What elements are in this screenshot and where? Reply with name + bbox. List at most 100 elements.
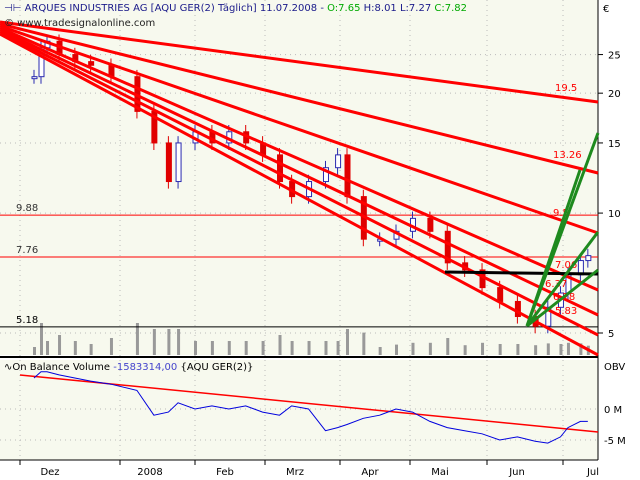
x-tick-label: Apr: [361, 467, 379, 478]
candle-body: [322, 167, 329, 183]
volume-bar: [346, 329, 349, 355]
volume-bar: [227, 341, 231, 355]
candle-body: [585, 255, 592, 262]
trendline-label: 19.5: [555, 83, 577, 94]
price-panel: [0, 0, 598, 355]
volume-bar: [109, 338, 113, 355]
trendline-label: 9.5: [553, 208, 569, 219]
y-tick-label: 10: [608, 209, 621, 220]
level-label: 5.18: [16, 315, 38, 326]
obv-line: [33, 371, 588, 444]
volume-bar: [33, 347, 36, 355]
obv-tick-label: 0 M: [604, 405, 622, 416]
currency-label: €: [603, 4, 610, 15]
trendline-label: 7.06: [555, 260, 577, 271]
fan-line: [526, 268, 599, 328]
x-tick-label: Feb: [216, 467, 234, 478]
volume-bar: [566, 342, 570, 355]
volume-bar: [73, 341, 77, 355]
obv-tick-label: -5 M: [604, 436, 626, 447]
volume-bar: [135, 323, 139, 355]
volume-bar: [411, 342, 415, 355]
x-tick-label: Jun: [508, 467, 525, 478]
trendline: [0, 20, 599, 104]
volume-bar: [559, 344, 563, 355]
candle-body: [88, 61, 95, 66]
volume-bar: [546, 343, 550, 355]
volume-bar: [516, 344, 520, 355]
trendline: [0, 26, 599, 292]
volume-bar: [167, 329, 171, 355]
x-tick-label: Jul: [586, 467, 599, 478]
close-value: C:7.82: [434, 3, 468, 14]
candle-body: [497, 287, 504, 302]
candle-body: [175, 142, 182, 183]
volume-bar: [194, 341, 197, 355]
volume-bar: [395, 344, 398, 355]
candle-body: [444, 230, 451, 264]
volume-bar: [261, 341, 265, 355]
chart-title: ⊣⊢ ARQUES INDUSTRIES AG [AQU GER(2) Tägl…: [4, 3, 468, 14]
trendline-label: 6.37: [545, 279, 567, 290]
horizontal-trendline: [444, 270, 599, 276]
volume-bar: [428, 342, 432, 355]
obv-panel: [0, 360, 598, 460]
obv-title: ∿On Balance Volume -1583314,00 {AQU GER(…: [4, 362, 254, 373]
volume-bar: [579, 343, 583, 355]
obv-axis-label: OBV: [604, 362, 626, 373]
volume-bar: [324, 341, 328, 355]
volume-bar: [152, 329, 156, 355]
volume-bar: [463, 345, 467, 355]
volume-bar: [244, 341, 248, 355]
level-label: 7.76: [16, 245, 38, 256]
trendline: [0, 28, 599, 317]
volume-bar: [89, 344, 93, 355]
watermark: © www.tradesignalonline.com: [4, 18, 156, 29]
volume-bar: [362, 332, 366, 355]
x-tick-label: Dez: [40, 467, 59, 478]
open-value: O:7.65: [327, 3, 361, 14]
x-tick-label: Mai: [431, 467, 449, 478]
low-value: L:7.27: [399, 3, 432, 14]
y-tick-label: 5: [608, 329, 614, 340]
trendline: [0, 24, 599, 235]
volume-bar: [498, 344, 502, 355]
volume-bar: [46, 341, 49, 355]
volume-bar: [210, 341, 214, 355]
y-tick-label: 25: [608, 51, 621, 62]
fan-line: [525, 169, 582, 327]
volume-bar: [378, 347, 382, 355]
volume-bar: [534, 345, 538, 355]
volume-bar: [307, 341, 311, 355]
trendline-label: 13.26: [553, 150, 582, 161]
trendline: [0, 30, 599, 337]
y-tick-label: 20: [608, 89, 621, 100]
x-tick-label: 2008: [137, 467, 162, 478]
trendline: [0, 32, 599, 357]
candle-body: [165, 142, 172, 183]
volume-bar: [40, 323, 43, 355]
candle-body: [31, 76, 38, 80]
level-label: 9.88: [16, 203, 38, 214]
x-tick-label: Mrz: [286, 467, 304, 478]
candle-body: [344, 154, 351, 198]
fan-line: [525, 231, 600, 327]
candle-body: [335, 154, 342, 169]
symbol-label: ARQUES INDUSTRIES AG [AQU GER(2) Täglich…: [24, 3, 257, 14]
high-value: H:8.01: [363, 3, 397, 14]
volume-bar: [177, 329, 181, 355]
y-tick-label: 15: [608, 139, 621, 150]
volume-bar: [336, 341, 340, 355]
candle-body: [427, 217, 434, 232]
candle-body: [277, 154, 284, 183]
obv-trendline: [19, 374, 599, 433]
volume-bar: [481, 342, 485, 355]
trendline: [0, 22, 599, 175]
ohlc-icon: ⊣⊢: [4, 3, 25, 14]
volume-bar: [278, 335, 282, 355]
volume-bar: [58, 335, 62, 355]
volume-bar: [446, 338, 450, 355]
trendline-label: 5.83: [555, 306, 577, 317]
date-label: 11.07.2008: [259, 3, 318, 14]
